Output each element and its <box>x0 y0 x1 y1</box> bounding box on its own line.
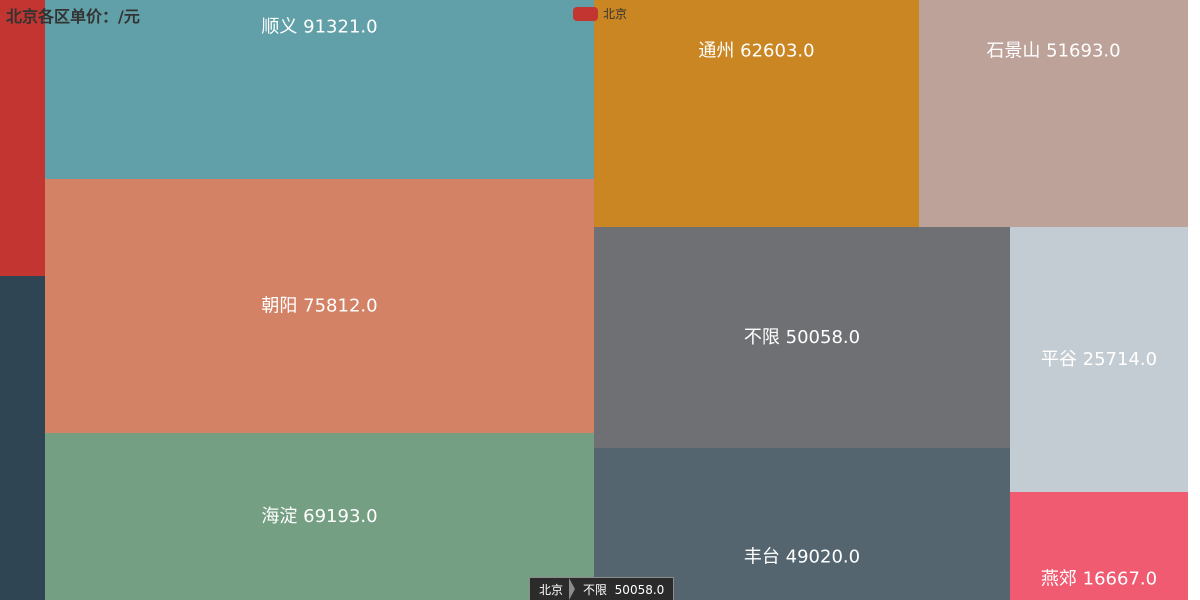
treemap-tile-label: 石景山 51693.0 <box>986 41 1120 62</box>
treemap-tile[interactable]: 海淀 69193.0 <box>45 433 594 600</box>
treemap-tile-rect[interactable] <box>45 179 594 433</box>
treemap-tile[interactable]: 平谷 25714.0 <box>1010 227 1188 492</box>
treemap-tile[interactable]: 朝阳 75812.0 <box>45 179 594 433</box>
treemap-tile-rect[interactable] <box>919 0 1188 227</box>
treemap-tile[interactable]: 石景山 51693.0 <box>919 0 1188 227</box>
legend[interactable]: 北京 <box>573 5 627 22</box>
treemap-tile-label: 不限 50058.0 <box>744 327 860 348</box>
treemap-tile-label: 平谷 25714.0 <box>1041 349 1157 370</box>
treemap-tile-label: 通州 62603.0 <box>698 41 814 62</box>
treemap-tile-label: 丰台 49020.0 <box>744 547 860 568</box>
treemap-tile-unlabeled[interactable] <box>0 0 45 276</box>
treemap-tile[interactable]: 顺义 91321.0 <box>45 0 594 179</box>
treemap-tile-label: 燕郊 16667.0 <box>1041 569 1157 590</box>
treemap-tile[interactable]: 通州 62603.0 <box>594 0 919 227</box>
treemap-tile-rect[interactable] <box>45 0 594 179</box>
treemap-tile[interactable]: 燕郊 16667.0 <box>1010 492 1188 600</box>
treemap-tile-rect[interactable] <box>45 433 594 600</box>
treemap-tile-rect[interactable] <box>1010 492 1188 600</box>
legend-label[interactable]: 北京 <box>603 7 628 21</box>
chart-title: 北京各区单价：/元 <box>6 7 140 26</box>
treemap-tile-label: 朝阳 75812.0 <box>261 296 377 317</box>
breadcrumb-separator <box>569 578 576 600</box>
legend-swatch[interactable] <box>573 6 598 21</box>
breadcrumb-current: 不限 50058.0 <box>583 581 664 598</box>
treemap-tile-rect[interactable] <box>594 0 919 227</box>
breadcrumb: 北京 不限 50058.0 <box>529 577 675 600</box>
treemap-tile-label: 顺义 91321.0 <box>261 17 377 38</box>
breadcrumb-current-value: 50058.0 <box>614 582 665 597</box>
breadcrumb-current-name: 不限 <box>583 582 608 597</box>
treemap-tile[interactable]: 不限 50058.0 <box>594 227 1010 448</box>
treemap-tile-rect[interactable] <box>1010 227 1188 492</box>
breadcrumb-root[interactable]: 北京 <box>539 582 564 597</box>
treemap-tile[interactable]: 丰台 49020.0 <box>594 448 1010 600</box>
treemap-tile-label: 海淀 69193.0 <box>261 506 377 527</box>
treemap-tile-rect[interactable] <box>594 448 1010 600</box>
treemap-tile-unlabeled[interactable] <box>0 276 45 600</box>
treemap-tile-rect[interactable] <box>594 227 1010 448</box>
